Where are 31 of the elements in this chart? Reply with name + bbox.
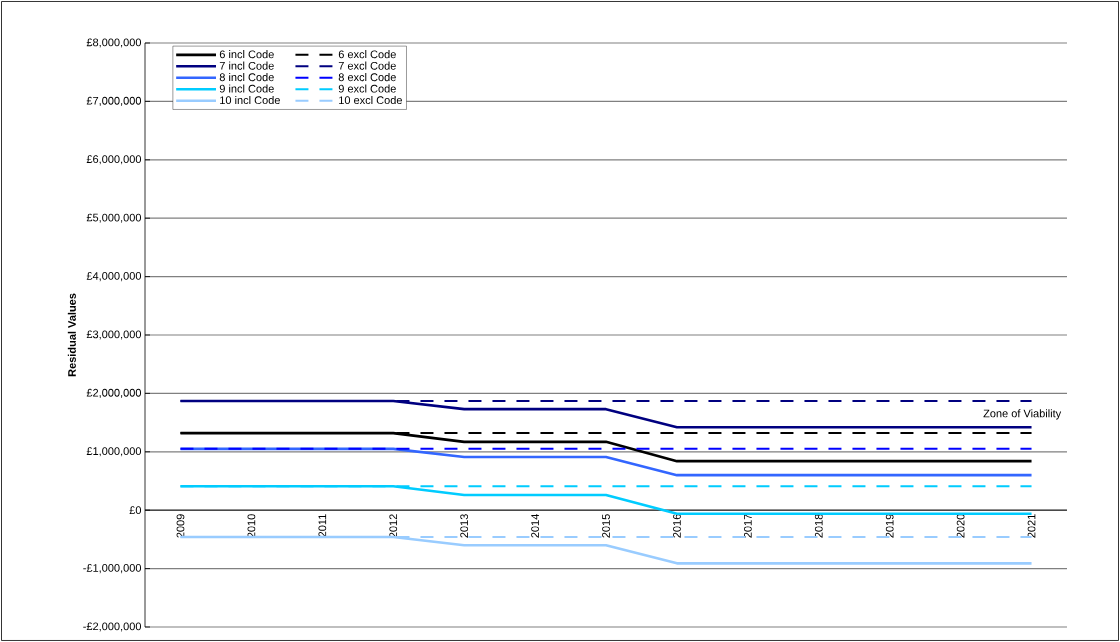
legend-label: 10 incl Code — [220, 96, 280, 105]
y-axis-title: Residual Values — [67, 293, 76, 377]
legend-label: 7 excl Code — [338, 61, 396, 70]
y-tick-label: £7,000,000 — [86, 96, 142, 106]
x-tick-label: 2014 — [531, 514, 539, 538]
legend-label: 8 incl Code — [219, 73, 274, 82]
x-tick-label: 2015 — [602, 514, 610, 538]
y-tick-label: £1,000,000 — [86, 447, 142, 457]
x-tick-label: 2021 — [1027, 514, 1036, 538]
y-tick-label: £0 — [129, 506, 142, 515]
y-tick-label: £6,000,000 — [86, 155, 142, 165]
legend-label: 10 excl Code — [339, 96, 402, 105]
legend-label: 7 incl Code — [219, 61, 274, 70]
y-tick-label: £2,000,000 — [86, 388, 142, 398]
y-tick-label: £3,000,000 — [86, 330, 142, 340]
legend-label: 6 incl Code — [219, 50, 274, 59]
legend-label: 9 excl Code — [338, 84, 396, 93]
legend-label: 6 excl Code — [338, 50, 396, 59]
legend-label: 9 incl Code — [219, 84, 274, 93]
legend-label: 8 excl Code — [338, 73, 396, 82]
x-tick-label: 2013 — [460, 514, 469, 538]
annotation: Zone of Viability — [983, 409, 1062, 420]
y-tick-label: £8,000,000 — [86, 38, 142, 48]
y-tick-label: £4,000,000 — [86, 272, 142, 282]
x-tick-label: 2009 — [176, 514, 185, 538]
y-tick-label: -£2,000,000 — [83, 622, 142, 632]
x-tick-label: 2016 — [673, 514, 681, 538]
y-tick-label: -£1,000,000 — [83, 564, 142, 574]
x-tick-label: 2011 — [318, 514, 327, 537]
y-tick-label: £5,000,000 — [86, 213, 142, 223]
x-tick-label: 2017 — [743, 514, 752, 538]
